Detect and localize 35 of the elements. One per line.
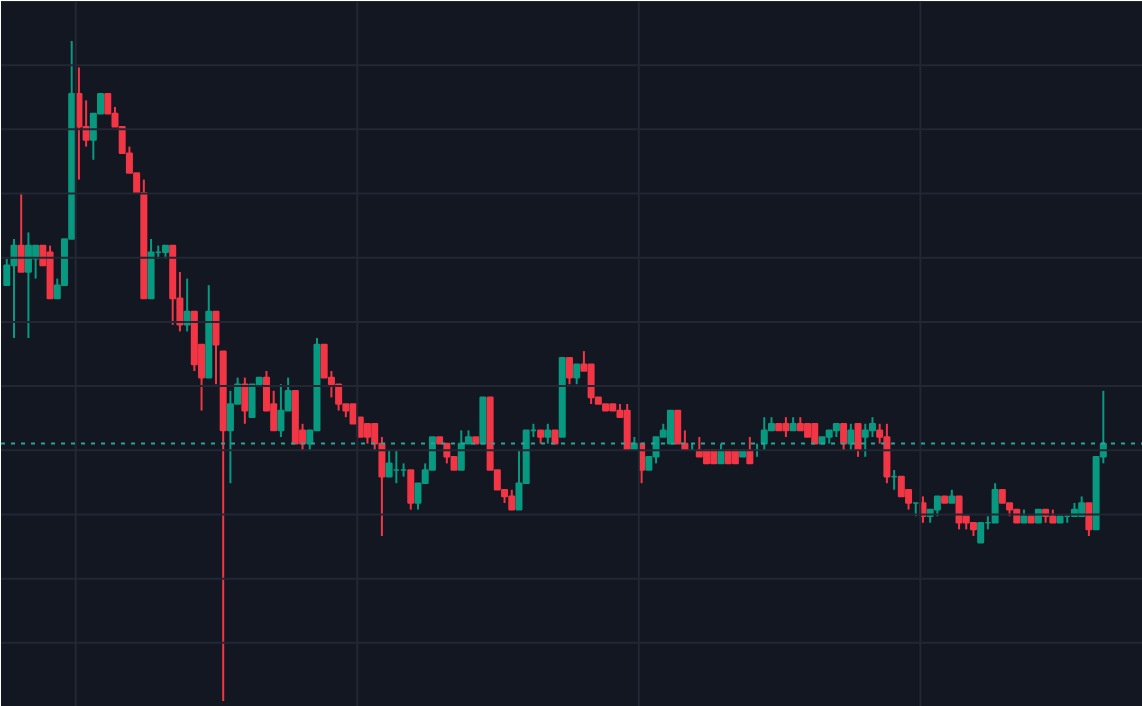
candlestick [674,409,682,445]
candlestick [508,488,516,511]
candlestick [407,469,415,511]
candlestick [933,495,941,518]
candlestick [623,403,631,452]
candlestick [854,422,862,458]
candlestick [24,231,32,339]
candlestick [840,422,848,452]
candlestick [248,383,256,418]
candlestick [1085,502,1093,537]
candlestick [277,383,285,438]
candlestick [847,422,855,452]
candlestick [147,238,155,300]
candlestick [977,522,985,544]
candlestick [479,396,487,445]
candlestick [897,475,905,498]
candlestick [760,416,768,452]
candlestick [226,389,234,485]
candlestick [746,436,754,465]
candlestick [666,409,674,445]
candlestick [544,422,552,445]
candlestick [17,191,25,273]
candlestick [573,363,581,386]
candlestick [241,376,249,425]
candlestick [883,422,891,485]
candlestick [782,416,790,438]
candlestick [385,449,393,478]
candlestick [991,482,999,524]
candlestick [587,363,595,405]
candlestick [565,356,573,386]
candlestick [363,422,371,445]
candlestick [861,422,869,458]
candlestick [955,495,963,531]
candlestick [46,244,54,300]
candlestick [652,436,660,465]
